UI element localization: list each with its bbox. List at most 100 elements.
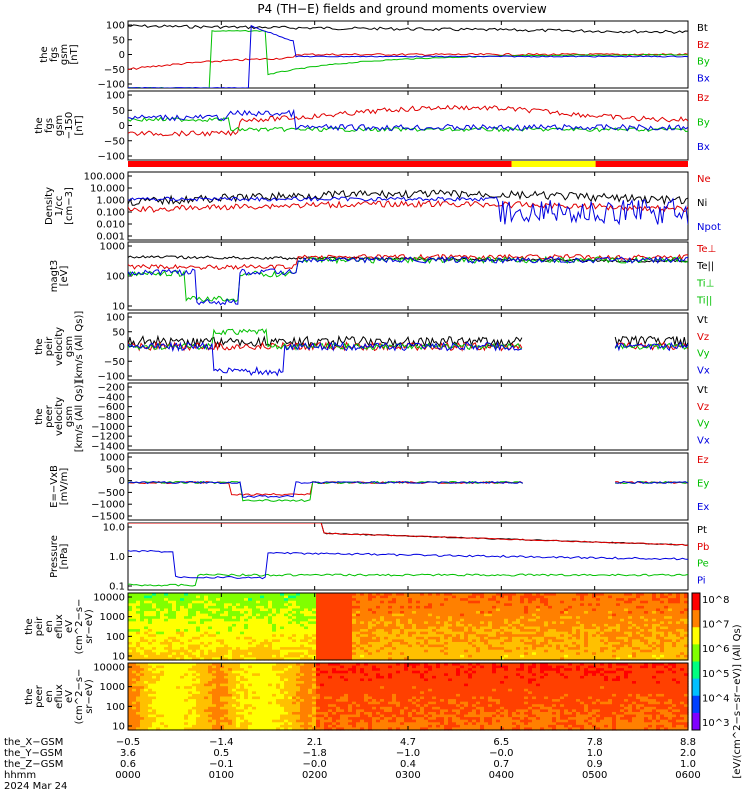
spectrogram-cell <box>680 641 685 646</box>
spectrogram-cell <box>204 603 209 607</box>
spectrogram-cell <box>456 631 461 635</box>
spectrogram-cell <box>228 722 233 726</box>
spectrogram-cell <box>360 611 365 615</box>
spectrogram-cell <box>148 706 153 710</box>
spectrogram-cell <box>428 623 433 628</box>
spectrogram-cell <box>596 644 601 648</box>
spectrogram-cell <box>440 605 445 610</box>
spectrogram-cell <box>484 608 489 612</box>
legend-entry: Ne <box>697 174 711 185</box>
spectrogram-cell <box>324 621 329 625</box>
spectrogram-cell <box>308 644 313 648</box>
spectrogram-cell <box>200 693 205 698</box>
spectrogram-cell <box>244 647 249 651</box>
spectrogram-cell <box>408 634 413 638</box>
spectrogram-cell <box>464 652 469 656</box>
spectrogram-cell <box>584 636 589 640</box>
spectrogram-cell <box>472 639 477 643</box>
spectrogram-cell <box>228 663 233 667</box>
spectrogram-cell <box>492 626 497 630</box>
spectrogram-cell <box>252 717 257 721</box>
spectrogram-cell <box>664 616 669 620</box>
spectrogram-cell <box>332 654 337 659</box>
spectrogram-cell <box>664 621 669 625</box>
legend-entry: Vz <box>697 402 709 413</box>
series-ni <box>128 189 688 206</box>
spectrogram-cell <box>676 621 681 625</box>
spectrogram-cell <box>236 683 241 687</box>
panels: 100500−50−100thefgsgsm[nT]BtBzByBx100500… <box>24 20 721 733</box>
spectrogram-cell <box>216 634 221 638</box>
spectrogram-cell <box>276 644 281 648</box>
spectrogram-cell <box>348 603 353 607</box>
spectrogram-cell <box>456 634 461 638</box>
spectrogram-cell <box>524 647 529 651</box>
spectrogram-cell <box>464 613 469 617</box>
spectrogram-cell <box>308 616 313 620</box>
spectrogram-cell <box>648 623 653 628</box>
spectrogram-cell <box>544 595 549 599</box>
spectrogram-cell <box>184 647 189 651</box>
spectrogram-cell <box>184 714 189 718</box>
spectrogram-cell <box>144 727 149 731</box>
spectrogram-cell <box>260 699 265 703</box>
spectrogram-cell <box>344 626 349 630</box>
spectrogram-cell <box>584 657 589 661</box>
spectrogram-cell <box>252 693 257 698</box>
spectrogram-cell <box>624 613 629 617</box>
spectrogram-cell <box>496 634 501 638</box>
spectrogram-cell <box>376 647 381 651</box>
spectrogram-cell <box>520 641 525 646</box>
spectrogram-cell <box>200 652 205 656</box>
spectrogram-cell <box>428 616 433 620</box>
spectrogram-cell <box>556 616 561 620</box>
spectrogram-cell <box>652 641 657 646</box>
spectrogram-cell <box>540 603 545 607</box>
spectrogram-cell <box>132 727 137 731</box>
spectrogram-cell <box>224 722 229 726</box>
spectrogram-cell <box>632 623 637 628</box>
spectrogram-cell <box>332 613 337 617</box>
spectrogram-cell <box>352 636 357 640</box>
spectrogram-cell <box>204 668 209 672</box>
spectrogram-cell <box>664 654 669 659</box>
spectrogram-cell <box>136 654 141 659</box>
spectrogram-cell <box>184 683 189 687</box>
spectrogram-cell <box>176 611 181 615</box>
spectrogram-cell <box>256 611 261 615</box>
spectrogram-cell <box>244 611 249 615</box>
spectrogram-cell <box>648 593 653 597</box>
spectrogram-cell <box>644 644 649 648</box>
spectrogram-cell <box>156 631 161 635</box>
spectrogram-cell <box>564 618 569 622</box>
spectrogram-cell <box>252 678 257 682</box>
spectrogram-cell <box>496 611 501 615</box>
spectrogram-cell <box>268 644 273 648</box>
spectrogram-cell <box>552 652 557 656</box>
spectrogram-cell <box>220 691 225 695</box>
spectrogram-cell <box>412 616 417 620</box>
spectrogram-cell <box>176 681 181 685</box>
spectrogram-cell <box>376 598 381 602</box>
spectrogram-cell <box>628 636 633 640</box>
spectrogram-cell <box>392 605 397 610</box>
spectrogram-cell <box>252 603 257 607</box>
spectrogram-cell <box>272 724 277 729</box>
spectrogram-cell <box>392 611 397 615</box>
spectrogram-cell <box>580 603 585 607</box>
spectrogram-cell <box>212 683 217 687</box>
spectrogram-cell <box>600 636 605 640</box>
spectrogram-cell <box>328 644 333 648</box>
spectrogram-cell <box>648 644 653 648</box>
spectrogram-cell <box>168 683 173 687</box>
spectrogram-cell <box>580 636 585 640</box>
spectrogram-cell <box>184 727 189 731</box>
spectrogram-cell <box>244 626 249 630</box>
spectrogram-cell <box>152 631 157 635</box>
spectrogram-cell <box>264 670 269 674</box>
spectrogram-cell <box>188 663 193 667</box>
spectrogram-cell <box>532 611 537 615</box>
spectrogram-cell <box>132 668 137 672</box>
spectrogram-cell <box>212 688 217 692</box>
spectrogram-cell <box>524 631 529 635</box>
